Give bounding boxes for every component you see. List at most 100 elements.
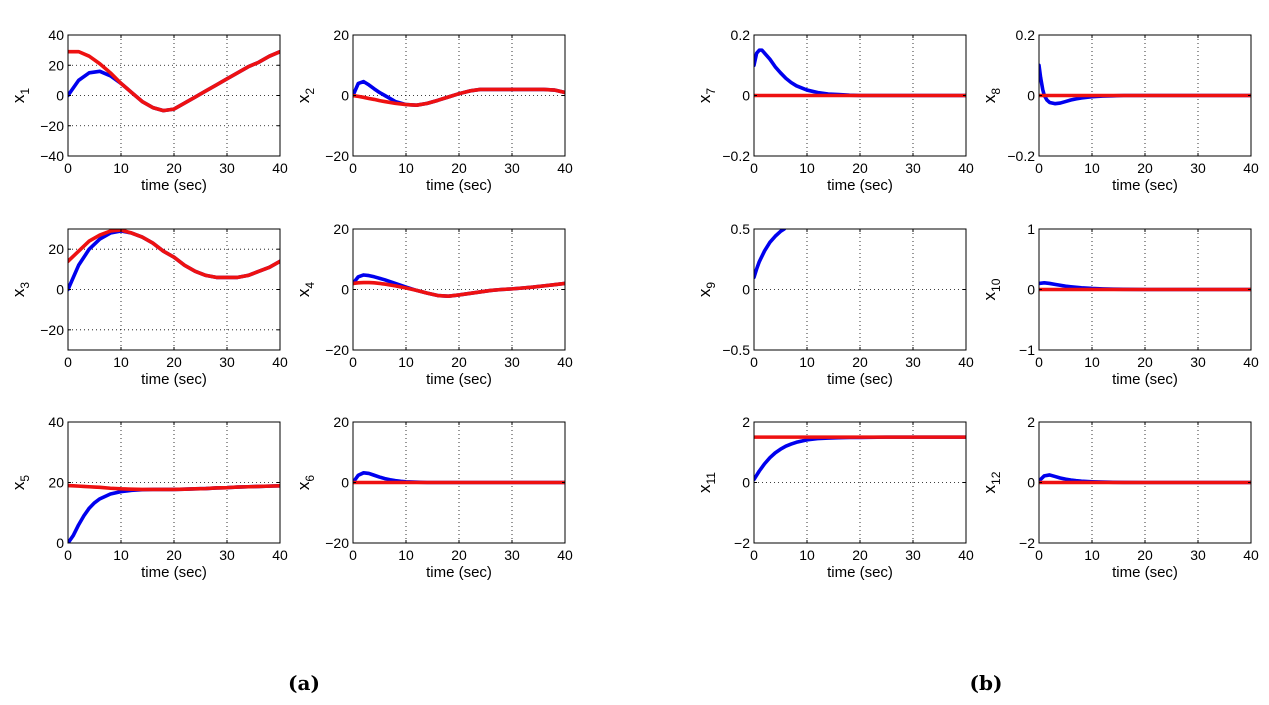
series-group bbox=[754, 229, 787, 280]
x-tick-label: 20 bbox=[451, 547, 467, 563]
x-tick-label: 40 bbox=[272, 160, 288, 176]
y-axis-label-subscript: 5 bbox=[18, 475, 32, 482]
x-tick-label: 0 bbox=[1035, 160, 1043, 176]
x-axis-label: time (sec) bbox=[141, 177, 207, 194]
y-tick-label: 20 bbox=[333, 221, 349, 237]
x-tick-label: 40 bbox=[557, 547, 573, 563]
y-tick-label: 20 bbox=[48, 241, 64, 257]
series-line-red bbox=[68, 229, 280, 280]
x-tick-label: 30 bbox=[1190, 354, 1206, 370]
x-axis-label: time (sec) bbox=[426, 564, 492, 581]
y-tick-label: 20 bbox=[48, 475, 64, 491]
y-axis-label-subscript: 8 bbox=[989, 88, 1003, 95]
y-axis-label-base: x bbox=[695, 484, 714, 493]
y-axis-label: x6 bbox=[294, 475, 317, 491]
chart-x1: 0 10 20 30 40 −40 −20 0 20 40 time (sec) x1 bbox=[9, 27, 288, 194]
series-line-red bbox=[353, 87, 565, 107]
x-tick-label: 20 bbox=[1137, 354, 1153, 370]
y-axis-label-base: x bbox=[294, 288, 313, 297]
y-axis-label: x5 bbox=[9, 475, 32, 491]
x-tick-label: 40 bbox=[958, 354, 974, 370]
y-tick-label: −1 bbox=[1019, 342, 1035, 358]
x-tick-label: 40 bbox=[958, 160, 974, 176]
series-line-red bbox=[68, 49, 280, 113]
x-axis-label: time (sec) bbox=[1112, 177, 1178, 194]
x-tick-label: 10 bbox=[113, 160, 129, 176]
series-line-blue bbox=[68, 49, 280, 113]
x-tick-label: 0 bbox=[750, 547, 758, 563]
chart-x5: 0 10 20 30 40 0 20 40 time (sec) x5 bbox=[9, 414, 288, 581]
x-tick-label: 20 bbox=[451, 354, 467, 370]
x-tick-label: 20 bbox=[1137, 160, 1153, 176]
x-tick-label: 0 bbox=[1035, 354, 1043, 370]
y-tick-label: −20 bbox=[40, 118, 64, 134]
y-tick-label: 0 bbox=[341, 88, 349, 104]
x-axis-label: time (sec) bbox=[827, 371, 893, 388]
y-axis-label: x4 bbox=[294, 282, 317, 298]
y-axis-label: x10 bbox=[980, 278, 1003, 300]
x-tick-label: 10 bbox=[113, 354, 129, 370]
x-tick-label: 10 bbox=[799, 160, 815, 176]
y-axis-label-base: x bbox=[9, 481, 28, 490]
y-axis-label-base: x bbox=[294, 94, 313, 103]
y-tick-label: 0 bbox=[1027, 88, 1035, 104]
y-tick-label: 0.2 bbox=[731, 27, 751, 43]
y-tick-label: 0.2 bbox=[1016, 27, 1036, 43]
y-tick-label: −20 bbox=[40, 322, 64, 338]
x-tick-label: 30 bbox=[1190, 547, 1206, 563]
y-axis-label-base: x bbox=[9, 288, 28, 297]
y-axis-label: x9 bbox=[695, 282, 718, 298]
y-axis-label: x8 bbox=[980, 88, 1003, 104]
x-tick-label: 30 bbox=[504, 160, 520, 176]
x-tick-label: 40 bbox=[272, 354, 288, 370]
x-tick-label: 10 bbox=[1084, 354, 1100, 370]
x-tick-label: 30 bbox=[905, 547, 921, 563]
y-tick-label: −40 bbox=[40, 148, 64, 164]
x-tick-label: 10 bbox=[799, 547, 815, 563]
series-group bbox=[754, 435, 966, 482]
x-tick-label: 30 bbox=[1190, 160, 1206, 176]
y-tick-label: 0 bbox=[742, 88, 750, 104]
series-group bbox=[68, 483, 280, 543]
y-axis-label-subscript: 9 bbox=[704, 282, 718, 289]
y-axis-label-base: x bbox=[980, 291, 999, 300]
x-tick-label: 0 bbox=[349, 547, 357, 563]
y-axis-label-base: x bbox=[980, 484, 999, 493]
x-tick-label: 0 bbox=[349, 354, 357, 370]
y-tick-label: 0 bbox=[742, 475, 750, 491]
y-tick-label: 0 bbox=[341, 475, 349, 491]
y-axis-label-base: x bbox=[294, 481, 313, 490]
series-group bbox=[754, 48, 966, 98]
x-tick-label: 10 bbox=[799, 354, 815, 370]
x-tick-label: 40 bbox=[958, 547, 974, 563]
series-line-blue bbox=[754, 48, 966, 98]
y-tick-label: 40 bbox=[48, 27, 64, 43]
x-tick-label: 10 bbox=[1084, 547, 1100, 563]
x-tick-label: 20 bbox=[451, 160, 467, 176]
y-tick-label: 0 bbox=[341, 282, 349, 298]
y-axis-label-subscript: 6 bbox=[303, 475, 317, 482]
x-tick-label: 0 bbox=[1035, 547, 1043, 563]
x-tick-label: 20 bbox=[852, 160, 868, 176]
x-axis-label: time (sec) bbox=[426, 177, 492, 194]
x-tick-label: 40 bbox=[1243, 160, 1259, 176]
series-line-blue bbox=[68, 229, 280, 292]
y-tick-label: −0.2 bbox=[722, 148, 750, 164]
x-axis-label: time (sec) bbox=[827, 564, 893, 581]
y-axis-label-subscript: 10 bbox=[989, 278, 1003, 292]
x-tick-label: 10 bbox=[398, 354, 414, 370]
x-tick-label: 20 bbox=[852, 547, 868, 563]
y-tick-label: 20 bbox=[333, 414, 349, 430]
series-line-red bbox=[68, 483, 280, 492]
x-tick-label: 0 bbox=[64, 354, 72, 370]
series-group bbox=[68, 229, 280, 292]
x-axis-label: time (sec) bbox=[1112, 371, 1178, 388]
y-axis-label-subscript: 2 bbox=[303, 88, 317, 95]
y-axis-label-subscript: 1 bbox=[18, 88, 32, 95]
y-axis-label-subscript: 4 bbox=[303, 282, 317, 289]
group-label-a: (a) bbox=[288, 671, 320, 695]
